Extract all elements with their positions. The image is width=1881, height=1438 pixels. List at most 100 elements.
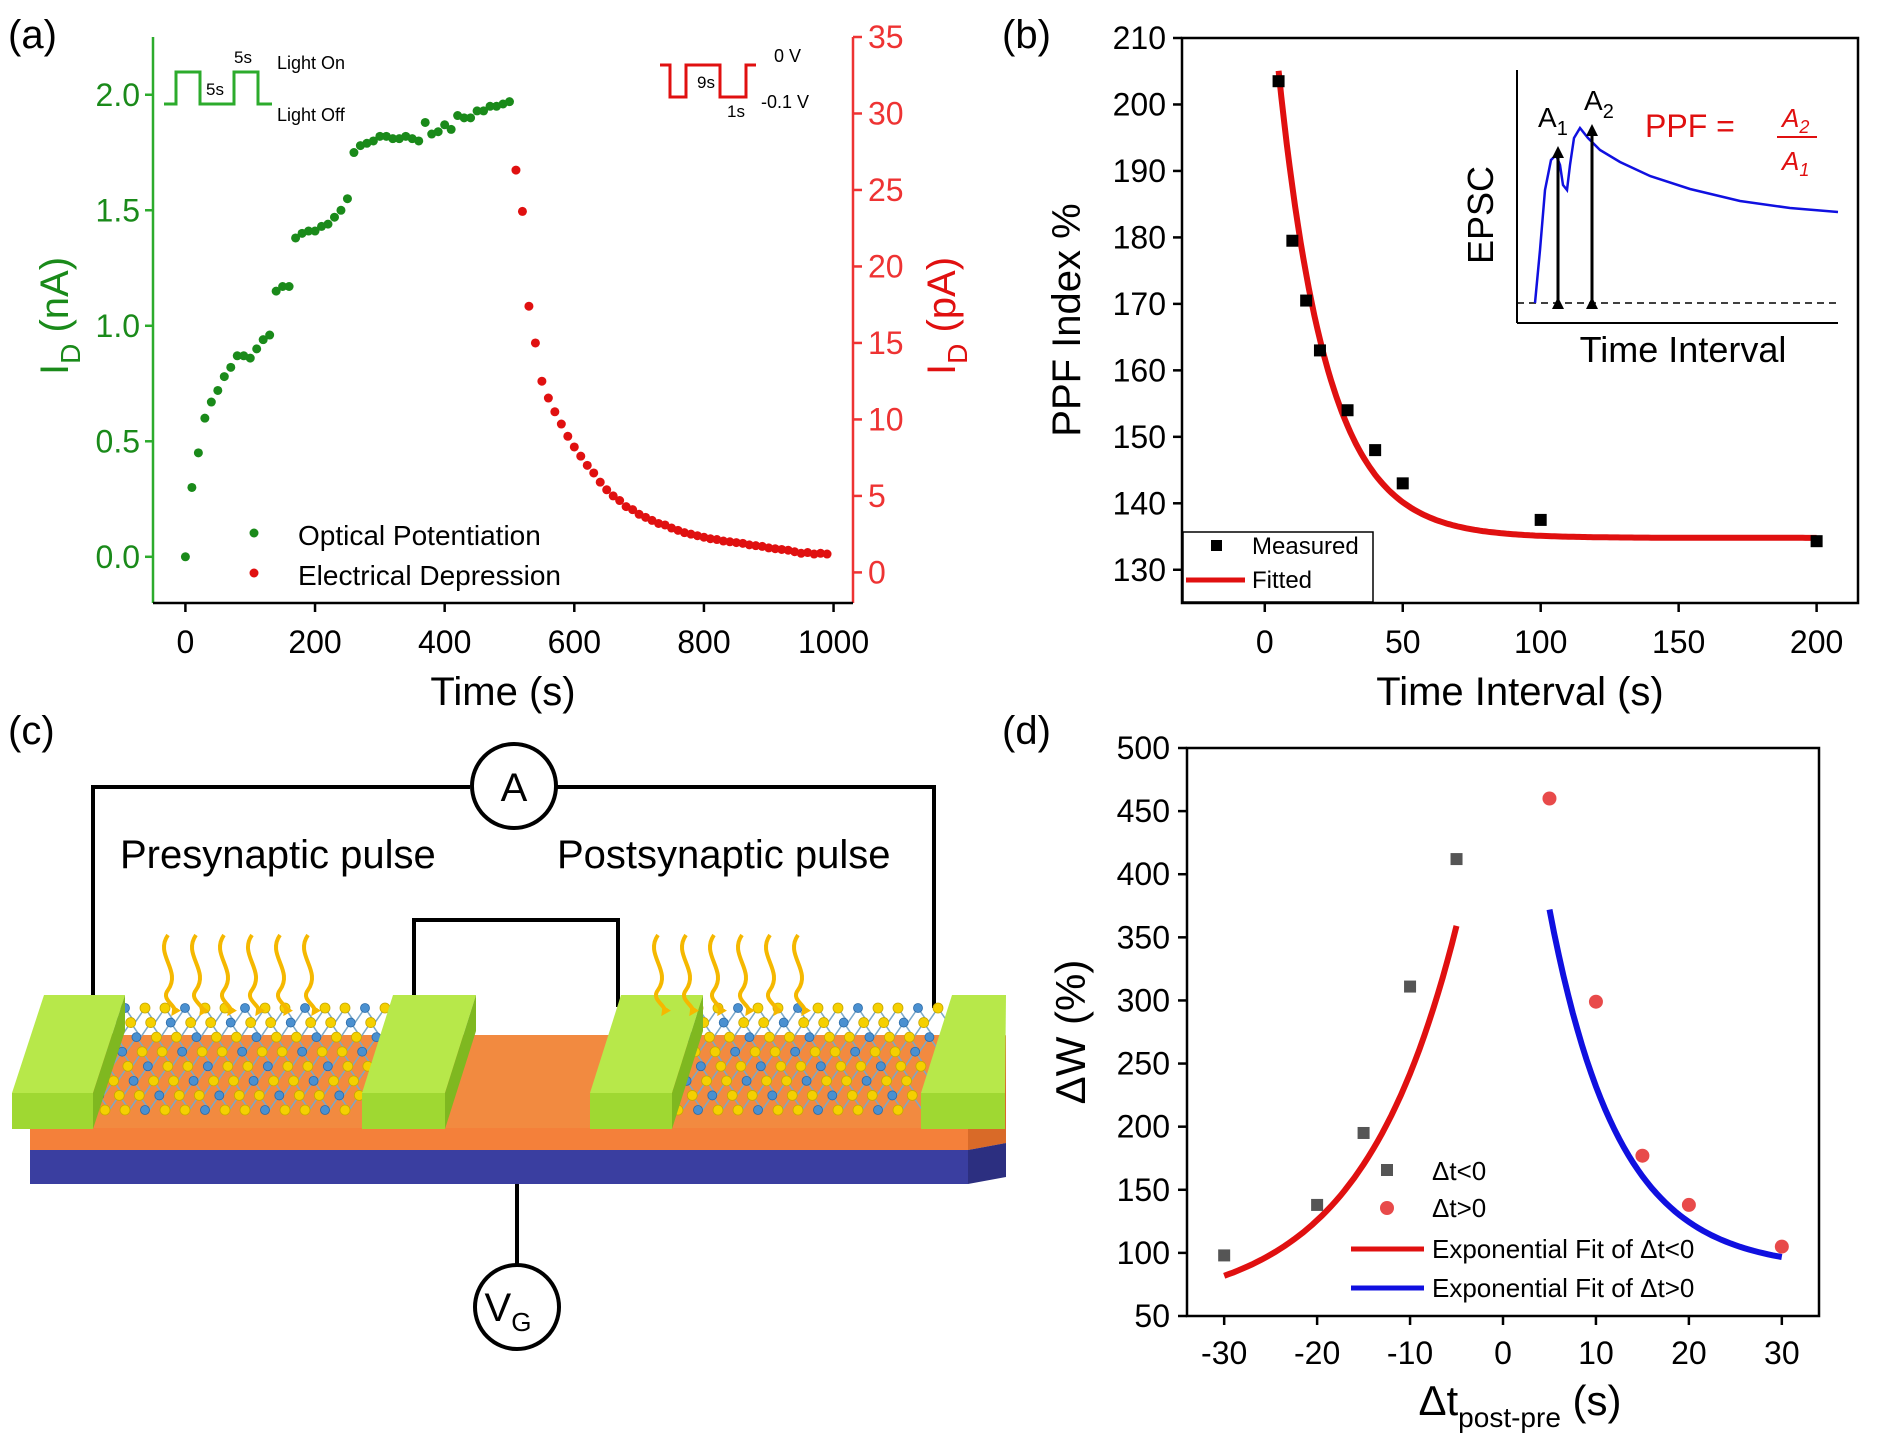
- a-electrical-point: [608, 491, 618, 501]
- c-pre-label: Presynaptic pulse: [120, 833, 436, 877]
- c-atom-s: [704, 1031, 715, 1043]
- c-atom-s: [133, 1090, 145, 1101]
- b-measured-point: [1396, 477, 1409, 490]
- d-point-negative: [1311, 1198, 1324, 1211]
- d-y-tick-label: 150: [1117, 1172, 1170, 1208]
- c-electrode-mid-left-front: [362, 1093, 445, 1129]
- a-legend-electrical: Electrical Depression: [298, 560, 561, 591]
- c-atom-mo: [214, 1090, 225, 1101]
- c-atom-s: [878, 1017, 890, 1028]
- b-x-tick-label: 0: [1256, 624, 1274, 660]
- c-atom-s: [918, 1017, 930, 1028]
- a-optical-point: [258, 335, 268, 345]
- c-atom-s: [305, 1017, 317, 1028]
- a-y-left-label: ID (nA): [33, 257, 86, 375]
- c-atom-s: [869, 1046, 881, 1058]
- c-atom-s: [159, 1002, 171, 1014]
- d-y-tick-label: 400: [1117, 856, 1170, 892]
- c-atom-s: [245, 1017, 257, 1028]
- c-atom-s: [319, 1002, 331, 1014]
- a-optical-point: [271, 286, 281, 296]
- d-x-tick-label: 20: [1671, 1335, 1707, 1371]
- c-atom-mo: [128, 1075, 139, 1086]
- a-optical-point: [213, 385, 223, 395]
- a-left-tick-label: 0.0: [96, 539, 140, 575]
- a-left-tick-label: 0.5: [96, 423, 140, 459]
- c-atom-mo: [180, 1003, 190, 1013]
- b-legend-measured: Measured: [1252, 533, 1359, 560]
- c-atom-s: [339, 1002, 351, 1014]
- b-measured-point: [1272, 75, 1285, 88]
- d-fit-negative: [1223, 925, 1460, 1279]
- c-atom-mo: [297, 1046, 308, 1057]
- c-atom-s: [328, 1075, 339, 1087]
- d-legend-fit-negative: Exponential Fit of Δt<0: [1432, 1234, 1694, 1264]
- a-x-tick-label: 1000: [798, 624, 869, 660]
- d-y-tick-label: 100: [1117, 1235, 1170, 1271]
- c-atom-s: [732, 1104, 744, 1116]
- c-atom-s: [179, 1104, 191, 1116]
- d-fit-positive: [1546, 909, 1783, 1260]
- a-optical-point: [180, 552, 190, 562]
- b-y-tick-label: 200: [1113, 86, 1166, 122]
- c-light-arrow: [189, 933, 209, 1017]
- a-optical-point: [219, 372, 229, 382]
- c-atom-s: [242, 1060, 254, 1072]
- d-plot-frame: [1185, 746, 1821, 1318]
- c-atom-mo: [887, 1090, 898, 1101]
- c-light-arrow: [707, 933, 727, 1017]
- c-atom-mo: [345, 1017, 356, 1028]
- c-atom-s: [904, 1031, 915, 1043]
- c-light-arrow: [763, 933, 783, 1017]
- a-legend: Optical Potentiation Electrical Depressi…: [249, 520, 561, 591]
- c-substrate-side: [968, 1143, 1006, 1184]
- a-light-on-label: Light On: [277, 53, 345, 73]
- b-x-tick-label: 200: [1790, 624, 1843, 660]
- d-legend-marker-negative: [1381, 1164, 1393, 1176]
- c-atom-s: [365, 1017, 377, 1028]
- c-atom-s: [268, 1075, 279, 1087]
- c-atom-s: [276, 1046, 288, 1058]
- d-point-negative: [1218, 1249, 1231, 1262]
- a-right-tick-label: 5: [868, 478, 886, 514]
- a-right-tick-label: 15: [868, 325, 904, 361]
- b-inset-epsc-trace: [1533, 125, 1839, 304]
- c-atom-mo: [240, 1003, 250, 1013]
- a-legend-marker-electrical: [249, 568, 259, 578]
- b-legend: Measured Fitted: [1182, 531, 1374, 603]
- b-measured-point: [1341, 404, 1354, 417]
- a-x-label: Time (s): [430, 670, 575, 714]
- c-atom-mo: [790, 1046, 801, 1057]
- c-atom-mo: [140, 1105, 150, 1115]
- b-inset-formula-denominator: A1: [1780, 146, 1809, 180]
- b-inset-formula-numerator: A2: [1780, 103, 1809, 137]
- c-atom-s: [122, 1060, 134, 1072]
- c-electrode-left-front: [12, 1093, 93, 1129]
- b-measured-point: [1286, 234, 1299, 247]
- a-right-tick-label: 35: [868, 19, 904, 55]
- a-optical-point: [349, 148, 359, 158]
- b-y-tick-label: 130: [1113, 552, 1166, 588]
- c-atom-s: [715, 1060, 727, 1072]
- c-atom-s: [288, 1075, 299, 1087]
- b-y-tick-label: 180: [1113, 219, 1166, 255]
- c-atom-mo: [838, 1017, 849, 1028]
- c-atom-mo: [202, 1061, 213, 1072]
- c-atom-mo: [853, 1003, 863, 1013]
- a-x-ticks: 0 200 400 600 800 1000: [177, 603, 869, 660]
- a-electrical-point: [524, 301, 534, 311]
- c-dielectric: [30, 1128, 968, 1150]
- a-optical-point: [310, 226, 320, 236]
- c-atom-s: [136, 1046, 148, 1058]
- c-atom-mo: [308, 1075, 319, 1086]
- a-electrical-point: [511, 165, 521, 175]
- c-light-arrows-pre: [161, 933, 321, 1017]
- c-atom-s: [769, 1046, 781, 1058]
- c-atom-s: [818, 1017, 830, 1028]
- d-points-negative: [1218, 853, 1463, 1262]
- c-atom-mo: [913, 1003, 923, 1013]
- c-atom-mo: [142, 1061, 153, 1072]
- c-atom-mo: [311, 1032, 322, 1043]
- c-atom-s: [299, 1104, 311, 1116]
- a-electrical-point: [550, 407, 560, 417]
